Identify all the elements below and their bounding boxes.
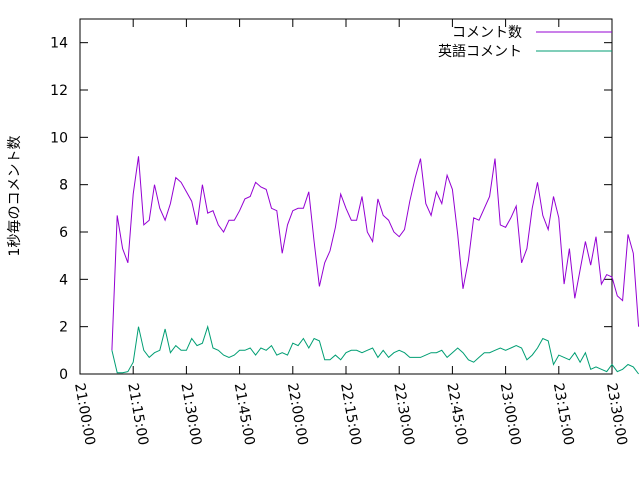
y-tick-label: 0 bbox=[59, 367, 68, 383]
y-tick-label: 14 bbox=[50, 36, 68, 52]
y-tick-label: 4 bbox=[59, 272, 68, 288]
x-tick-label: 23:15:00 bbox=[550, 382, 577, 447]
series-line-english-comments bbox=[111, 324, 640, 375]
x-tick-label: 23:30:00 bbox=[603, 382, 630, 447]
plot-area-frame bbox=[79, 18, 613, 375]
x-tick-label: 22:45:00 bbox=[443, 382, 470, 447]
x-tick-label: 21:15:00 bbox=[124, 382, 151, 447]
y-tick-label: 2 bbox=[59, 320, 68, 336]
x-tick-label: 23:00:00 bbox=[497, 382, 524, 447]
legend-label: 英語コメント bbox=[438, 43, 522, 60]
x-tick-label: 21:30:00 bbox=[177, 382, 204, 447]
x-tick-label: 21:00:00 bbox=[71, 382, 98, 447]
series-lines bbox=[111, 156, 640, 375]
y-axis-label: 1秒毎のコメント数 bbox=[7, 136, 23, 257]
y-axis: 0 2 4 6 8 10 12 14 bbox=[50, 36, 612, 383]
series-line-comments bbox=[111, 156, 640, 351]
x-tick-label: 22:30:00 bbox=[390, 382, 417, 447]
y-tick-label: 8 bbox=[59, 178, 68, 194]
x-tick-label: 22:15:00 bbox=[337, 382, 364, 447]
y-tick-label: 10 bbox=[50, 130, 68, 146]
y-tick-label: 12 bbox=[50, 83, 68, 99]
x-tick-label: 22:00:00 bbox=[284, 382, 311, 447]
x-axis: 21:00:00 21:15:00 21:30:00 21:45:00 22:00:00… bbox=[71, 19, 630, 447]
y-tick-label: 6 bbox=[59, 225, 68, 241]
x-tick-label: 21:45:00 bbox=[231, 382, 258, 447]
legend-label: コメント数 bbox=[452, 25, 522, 41]
